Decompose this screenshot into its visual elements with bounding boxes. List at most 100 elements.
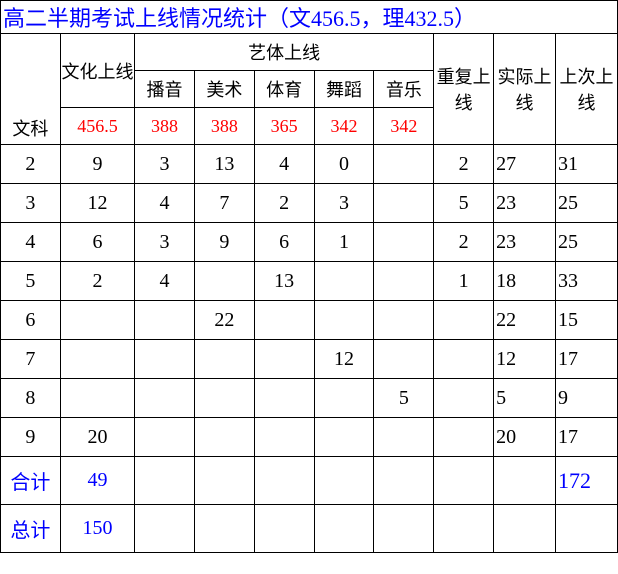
header-shangci: 上次上线 (555, 34, 617, 145)
heji-c8 (494, 457, 556, 505)
table-row: 312472352325 (1, 184, 618, 223)
header-row-1: 文科 文化上线 艺体上线 重复上线 实际上线 上次上线 (1, 34, 618, 71)
cell-shiji: 23 (494, 223, 556, 262)
table-row: 5241311833 (1, 262, 618, 301)
cell-chongfu (434, 418, 494, 457)
cell-yinyue (374, 184, 434, 223)
cell-tiyu: 13 (254, 262, 314, 301)
cell-wudao (314, 379, 374, 418)
cell-meishu (194, 340, 254, 379)
cell-tiyu (254, 418, 314, 457)
header-chongfu: 重复上线 (434, 34, 494, 145)
data-table-body: 2931340227313124723523254639612232552413… (0, 144, 618, 457)
cell-wenhua: 20 (60, 418, 134, 457)
cell-tiyu (254, 379, 314, 418)
threshold-wenhua: 456.5 (60, 108, 134, 145)
cell-meishu: 13 (194, 145, 254, 184)
cell-shangci: 15 (555, 301, 617, 340)
heji-c2 (135, 457, 195, 505)
table-row: 293134022731 (1, 145, 618, 184)
threshold-yinyue: 342 (374, 108, 434, 145)
header-meishu: 美术 (194, 71, 254, 108)
cell-shiji: 27 (494, 145, 556, 184)
cell-yinyue (374, 340, 434, 379)
zongji-c5 (314, 505, 374, 553)
cell-boying (135, 379, 195, 418)
heji-wenhua: 49 (60, 457, 134, 505)
heji-shangci: 172 (555, 457, 617, 505)
header-yiti: 艺体上线 (135, 34, 434, 71)
header-boying: 播音 (135, 71, 195, 108)
cell-tiyu (254, 301, 314, 340)
cell-wudao (314, 418, 374, 457)
zongji-c8 (494, 505, 556, 553)
cell-chongfu: 2 (434, 145, 494, 184)
cell-shiji: 12 (494, 340, 556, 379)
cell-cls: 6 (1, 301, 61, 340)
cell-wudao (314, 262, 374, 301)
cell-yinyue (374, 418, 434, 457)
cell-tiyu: 2 (254, 184, 314, 223)
heji-c5 (314, 457, 374, 505)
cell-yinyue (374, 301, 434, 340)
cell-cls: 9 (1, 418, 61, 457)
zongji-c2 (135, 505, 195, 553)
heji-label: 合计 (1, 457, 61, 505)
cell-wenhua: 9 (60, 145, 134, 184)
cell-meishu: 22 (194, 301, 254, 340)
cell-cls: 4 (1, 223, 61, 262)
cell-cls: 3 (1, 184, 61, 223)
table-row: 8559 (1, 379, 618, 418)
cell-boying (135, 301, 195, 340)
cell-meishu (194, 418, 254, 457)
cell-boying: 4 (135, 184, 195, 223)
cell-wudao (314, 301, 374, 340)
cell-shangci: 17 (555, 418, 617, 457)
table-row: 7121217 (1, 340, 618, 379)
cell-shangci: 9 (555, 379, 617, 418)
cell-shiji: 22 (494, 301, 556, 340)
zongji-c6 (374, 505, 434, 553)
zongji-row: 总计 150 (1, 505, 618, 553)
cell-cls: 2 (1, 145, 61, 184)
cell-wenhua: 6 (60, 223, 134, 262)
cell-wenhua (60, 379, 134, 418)
cell-tiyu (254, 340, 314, 379)
cell-boying: 3 (135, 145, 195, 184)
title-row: 高二半期考试上线情况统计（文456.5，理432.5） (1, 1, 618, 34)
heji-c6 (374, 457, 434, 505)
header-blank: 文科 (1, 34, 61, 145)
zongji-c4 (254, 505, 314, 553)
cell-shangci: 17 (555, 340, 617, 379)
threshold-meishu: 388 (194, 108, 254, 145)
cell-wudao: 12 (314, 340, 374, 379)
header-shiji: 实际上线 (494, 34, 556, 145)
cell-chongfu: 2 (434, 223, 494, 262)
cell-meishu: 9 (194, 223, 254, 262)
cell-wudao: 0 (314, 145, 374, 184)
cell-boying (135, 418, 195, 457)
cell-yinyue: 5 (374, 379, 434, 418)
table-row: 9202017 (1, 418, 618, 457)
heji-row: 合计 49 172 (1, 457, 618, 505)
cell-boying (135, 340, 195, 379)
cell-shangci: 25 (555, 184, 617, 223)
cell-chongfu (434, 379, 494, 418)
header-tiyu: 体育 (254, 71, 314, 108)
cell-shangci: 25 (555, 223, 617, 262)
cell-cls: 7 (1, 340, 61, 379)
cell-tiyu: 4 (254, 145, 314, 184)
cell-wenhua (60, 340, 134, 379)
page-title: 高二半期考试上线情况统计（文456.5，理432.5） (1, 1, 618, 34)
cell-yinyue (374, 223, 434, 262)
cell-wenhua (60, 301, 134, 340)
header-wenhua: 文化上线 (60, 34, 134, 108)
cell-shiji: 23 (494, 184, 556, 223)
cell-wenhua: 2 (60, 262, 134, 301)
zongji-c9 (555, 505, 617, 553)
cell-boying: 3 (135, 223, 195, 262)
zongji-wenhua: 150 (60, 505, 134, 553)
cell-shiji: 18 (494, 262, 556, 301)
cell-cls: 5 (1, 262, 61, 301)
table-row: 6222215 (1, 301, 618, 340)
